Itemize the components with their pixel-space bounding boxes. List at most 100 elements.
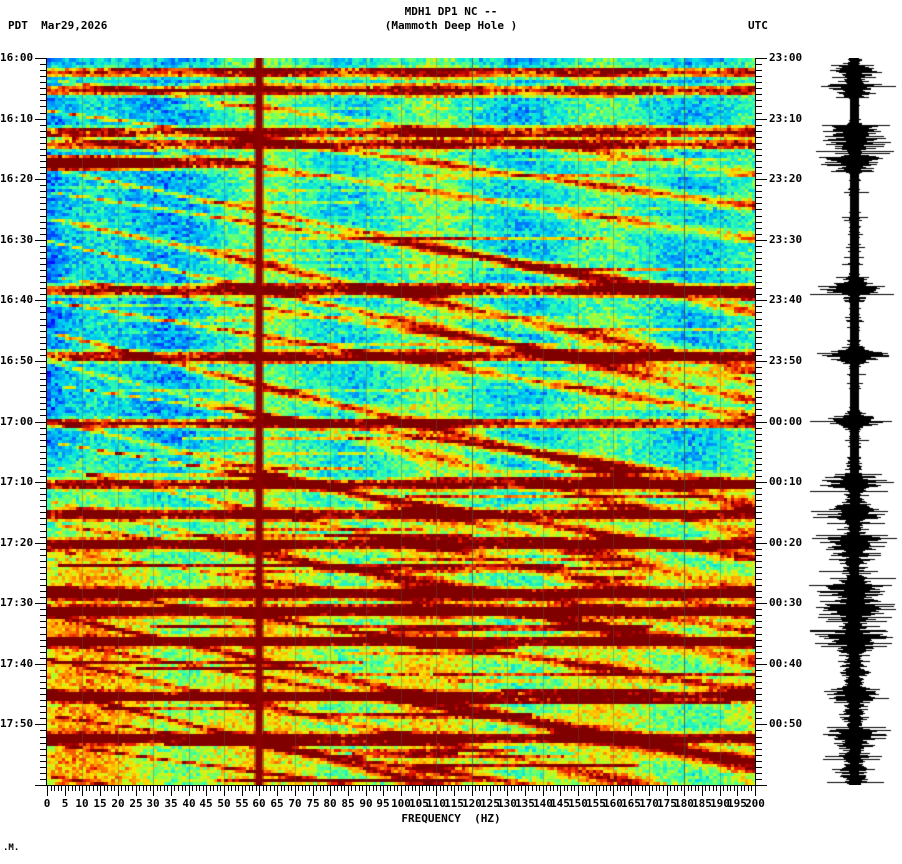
y-tick-minor-right <box>756 106 762 107</box>
y-tick-minor-left <box>40 222 46 223</box>
x-tick-minor <box>585 786 586 791</box>
x-tick-minor <box>167 786 168 791</box>
x-tick-minor <box>72 786 73 791</box>
x-tick-minor <box>677 786 678 791</box>
y-tick-minor-right <box>756 209 762 210</box>
x-tick-minor <box>468 786 469 791</box>
y-tick-minor-left <box>40 476 46 477</box>
y-tick-minor-right <box>756 337 762 338</box>
y-tick-minor-right <box>756 70 762 71</box>
y-tick-major-left <box>35 361 46 362</box>
y-tick-major-right <box>756 482 767 483</box>
x-axis-label: 105 <box>409 797 429 810</box>
y-axis-left-label: 16:20 <box>0 172 34 185</box>
x-tick-minor <box>730 786 731 791</box>
x-tick-minor <box>723 786 724 791</box>
y-tick-minor-right <box>756 743 762 744</box>
x-tick-minor <box>143 786 144 791</box>
y-tick-minor-left <box>40 464 46 465</box>
spectrogram-plot[interactable] <box>47 58 755 785</box>
y-tick-minor-left <box>40 524 46 525</box>
y-tick-major-right <box>756 361 767 362</box>
y-tick-minor-right <box>756 155 762 156</box>
x-tick-minor <box>553 786 554 791</box>
y-tick-minor-left <box>40 270 46 271</box>
y-tick-minor-right <box>756 694 762 695</box>
y-tick-minor-left <box>40 379 46 380</box>
x-tick-minor <box>642 786 643 791</box>
x-axis-label: 70 <box>288 797 302 810</box>
x-tick-major <box>100 786 101 796</box>
y-tick-minor-right <box>756 82 762 83</box>
y-tick-minor-left <box>40 391 46 392</box>
y-tick-minor-left <box>40 700 46 701</box>
x-tick-minor <box>111 786 112 791</box>
y-axis-left-label: 16:40 <box>0 293 34 306</box>
y-axis-right-label: 23:40 <box>769 293 803 306</box>
y-tick-minor-left <box>40 512 46 513</box>
x-axis-label: 180 <box>674 797 694 810</box>
x-axis-label: 25 <box>129 797 143 810</box>
y-tick-minor-left <box>40 694 46 695</box>
x-tick-minor <box>681 786 682 791</box>
y-tick-minor-right <box>756 252 762 253</box>
x-tick-minor <box>482 786 483 791</box>
x-tick-minor <box>203 786 204 791</box>
seismogram-trace-panel[interactable] <box>808 58 902 785</box>
y-tick-minor-right <box>756 312 762 313</box>
x-tick-minor <box>429 786 430 791</box>
x-tick-minor <box>344 786 345 791</box>
y-tick-minor-right <box>756 755 762 756</box>
y-tick-minor-left <box>40 585 46 586</box>
x-tick-minor <box>741 786 742 791</box>
y-tick-minor-left <box>40 355 46 356</box>
y-tick-minor-left <box>40 216 46 217</box>
y-tick-minor-right <box>756 113 762 114</box>
y-tick-minor-right <box>756 131 762 132</box>
y-tick-minor-left <box>40 246 46 247</box>
x-axis-label: 35 <box>164 797 178 810</box>
x-tick-major <box>136 786 137 796</box>
x-tick-major <box>224 786 225 796</box>
y-tick-minor-left <box>40 415 46 416</box>
y-tick-minor-right <box>756 343 762 344</box>
y-tick-minor-left <box>40 440 46 441</box>
y-tick-minor-left <box>40 137 46 138</box>
x-tick-major <box>259 786 260 796</box>
y-tick-minor-right <box>756 76 762 77</box>
x-axis-label: 120 <box>462 797 482 810</box>
y-tick-major-left <box>35 543 46 544</box>
y-tick-minor-right <box>756 94 762 95</box>
x-tick-minor <box>617 786 618 791</box>
header-left-timezone-date: PDT Mar29,2026 <box>8 19 108 32</box>
x-tick-minor <box>599 786 600 791</box>
y-tick-major-left <box>35 300 46 301</box>
x-axis-label: 135 <box>515 797 535 810</box>
x-tick-minor <box>514 786 515 791</box>
y-tick-minor-right <box>756 234 762 235</box>
y-tick-minor-right <box>756 458 762 459</box>
x-tick-minor <box>698 786 699 791</box>
x-tick-major <box>507 786 508 796</box>
x-tick-major <box>454 786 455 796</box>
x-tick-minor <box>458 786 459 791</box>
x-tick-minor <box>316 786 317 791</box>
y-tick-minor-right <box>756 682 762 683</box>
y-tick-major-right <box>756 785 767 786</box>
x-tick-minor <box>705 786 706 791</box>
x-tick-minor <box>426 786 427 791</box>
y-tick-minor-left <box>40 706 46 707</box>
x-tick-minor <box>486 786 487 791</box>
y-tick-minor-right <box>756 228 762 229</box>
y-tick-minor-left <box>40 100 46 101</box>
y-tick-minor-left <box>40 113 46 114</box>
page-subtitle: (Mammoth Deep Hole ) <box>384 19 518 32</box>
y-tick-minor-right <box>756 161 762 162</box>
y-tick-minor-left <box>40 458 46 459</box>
x-tick-minor <box>54 786 55 791</box>
y-tick-minor-left <box>40 755 46 756</box>
y-tick-minor-left <box>40 155 46 156</box>
x-axis-label: 185 <box>692 797 712 810</box>
x-axis-title: FREQUENCY (HZ) <box>401 812 501 825</box>
x-tick-minor <box>638 786 639 791</box>
